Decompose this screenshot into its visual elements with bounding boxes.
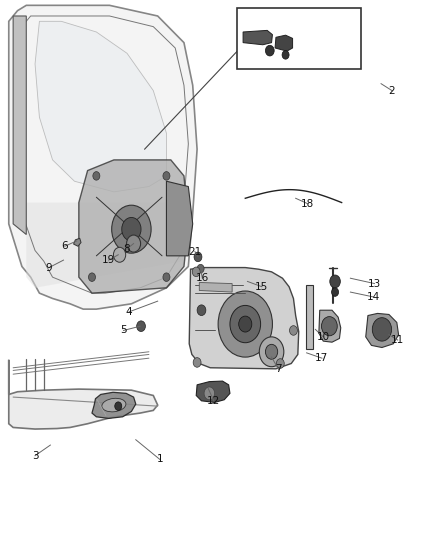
Bar <box>237 8 361 69</box>
Circle shape <box>93 172 100 180</box>
Circle shape <box>122 217 141 241</box>
Circle shape <box>112 205 151 253</box>
Circle shape <box>321 317 337 336</box>
Circle shape <box>259 337 284 367</box>
Polygon shape <box>166 181 193 256</box>
Circle shape <box>330 275 340 288</box>
Text: 6: 6 <box>61 241 68 251</box>
Text: 12: 12 <box>207 396 220 406</box>
Circle shape <box>163 172 170 180</box>
Circle shape <box>282 51 289 59</box>
Circle shape <box>290 326 297 335</box>
Text: 14: 14 <box>367 292 380 302</box>
Circle shape <box>192 267 200 277</box>
Circle shape <box>163 273 170 281</box>
Text: 13: 13 <box>368 279 381 288</box>
Polygon shape <box>319 310 341 342</box>
Text: 8: 8 <box>123 245 130 254</box>
Text: 5: 5 <box>120 326 127 335</box>
Polygon shape <box>9 360 158 429</box>
Polygon shape <box>9 5 197 309</box>
Text: 21: 21 <box>188 247 201 256</box>
Circle shape <box>115 402 122 410</box>
Circle shape <box>218 291 272 357</box>
Text: 18: 18 <box>301 199 314 208</box>
Circle shape <box>197 264 204 273</box>
Polygon shape <box>26 203 188 288</box>
Circle shape <box>194 252 202 262</box>
Circle shape <box>197 305 206 316</box>
Text: 11: 11 <box>391 335 404 345</box>
Polygon shape <box>243 30 272 45</box>
Polygon shape <box>13 16 26 235</box>
Circle shape <box>276 359 284 368</box>
Text: 16: 16 <box>196 273 209 283</box>
Circle shape <box>239 316 252 332</box>
Polygon shape <box>366 313 399 348</box>
Polygon shape <box>306 285 313 349</box>
Polygon shape <box>35 21 166 192</box>
Polygon shape <box>79 160 188 293</box>
Text: 2: 2 <box>389 86 396 95</box>
Text: 4: 4 <box>126 307 133 317</box>
Polygon shape <box>275 35 293 51</box>
Ellipse shape <box>102 398 126 412</box>
Text: 19: 19 <box>102 255 115 265</box>
Circle shape <box>137 321 145 332</box>
Circle shape <box>332 288 339 296</box>
Circle shape <box>127 235 141 252</box>
Polygon shape <box>199 282 232 292</box>
Polygon shape <box>74 238 81 246</box>
Text: 3: 3 <box>32 451 39 461</box>
Text: 7: 7 <box>275 365 282 374</box>
Polygon shape <box>189 268 299 369</box>
Polygon shape <box>92 392 136 418</box>
Text: 10: 10 <box>317 332 330 342</box>
Polygon shape <box>196 381 230 402</box>
Text: 15: 15 <box>255 282 268 292</box>
Text: 17: 17 <box>315 353 328 363</box>
Circle shape <box>88 273 95 281</box>
Text: 9: 9 <box>46 263 53 272</box>
Circle shape <box>204 387 215 400</box>
Text: 1: 1 <box>156 455 163 464</box>
Circle shape <box>265 45 274 56</box>
Circle shape <box>372 318 392 341</box>
Circle shape <box>265 344 278 359</box>
Circle shape <box>193 358 201 367</box>
Circle shape <box>113 247 126 262</box>
Circle shape <box>230 305 261 343</box>
